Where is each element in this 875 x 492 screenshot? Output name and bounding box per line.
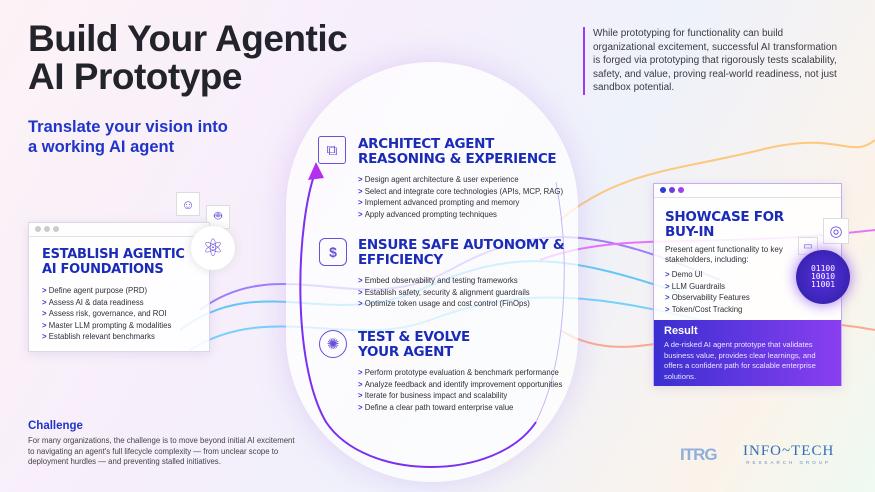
atom-icon: ⚛: [191, 226, 235, 270]
list-item: Assess AI & data readiness: [42, 297, 209, 309]
challenge-heading: Challenge: [28, 420, 83, 432]
list-item: Establish relevant benchmarks: [42, 331, 209, 343]
showcase-heading: SHOWCASE FOR BUY-IN: [665, 209, 784, 240]
list-item: Analyze feedback and identify improvemen…: [358, 379, 573, 391]
puzzle-circuit-icon: ⧉: [318, 136, 346, 164]
result-text: A de-risked AI agent prototype that vali…: [664, 340, 816, 381]
showcase-intro: Present agent functionality to key stake…: [665, 245, 783, 264]
list-item: Observability Features: [665, 292, 841, 304]
target-icon: ◎: [823, 218, 849, 244]
list-item: Perform prototype evaluation & benchmark…: [358, 367, 573, 379]
shield-dollar-icon: $: [319, 238, 347, 266]
list-item: Demo UI: [665, 269, 841, 281]
stage-1-heading: ARCHITECT AGENT REASONING & EXPERIENCE: [358, 136, 557, 167]
itrg-logo: ITRG: [680, 445, 718, 464]
result-heading: Result: [664, 325, 698, 337]
list-item: Design agent architecture & user experie…: [358, 174, 568, 186]
intro-quote: While prototyping for functionality can …: [583, 27, 843, 95]
page-subtitle: Translate your vision into a working AI …: [28, 118, 228, 156]
foundations-heading: ESTABLISH AGENTIC AI FOUNDATIONS: [42, 247, 185, 277]
list-item: Apply advanced prompting techniques: [358, 209, 568, 221]
page-title: Build Your Agentic AI Prototype: [28, 18, 348, 97]
infotech-logo: INFO~TECH: [743, 443, 835, 459]
list-item: Implement advanced prompting and memory: [358, 197, 568, 209]
list-item: Embed observability and testing framewor…: [358, 275, 568, 287]
list-item: Token/Cost Tracking: [665, 304, 841, 316]
binary-monitor-icon: 01100 10010 11001: [796, 250, 850, 304]
list-item: Select and integrate core technologies (…: [358, 186, 568, 198]
list-item: Optimize token usage and cost control (F…: [358, 298, 568, 310]
challenge-text: For many organizations, the challenge is…: [28, 436, 295, 466]
foundations-card: ESTABLISH AGENTIC AI FOUNDATIONS Define …: [28, 222, 210, 352]
stage-2-heading: ENSURE SAFE AUTONOMY & EFFICIENCY: [358, 237, 565, 268]
network-hub-icon: ✺: [319, 330, 347, 358]
list-item: Define a clear path toward enterprise va…: [358, 402, 573, 414]
list-item: Master LLM prompting & modalities: [42, 320, 209, 332]
result-panel: Result A de-risked AI agent prototype th…: [654, 320, 841, 386]
list-item: LLM Guardrails: [665, 281, 841, 293]
infotech-logo-sub: RESEARCH GROUP: [746, 460, 832, 465]
list-item: Assess risk, governance, and ROI: [42, 308, 209, 320]
list-item: Iterate for business impact and scalabil…: [358, 390, 573, 402]
stage-3-heading: TEST & EVOLVE YOUR AGENT: [358, 329, 470, 360]
list-item: Define agent purpose (PRD): [42, 285, 209, 297]
brain-head-icon: ☺: [176, 192, 200, 216]
list-item: Establish safety, security & alignment g…: [358, 287, 568, 299]
